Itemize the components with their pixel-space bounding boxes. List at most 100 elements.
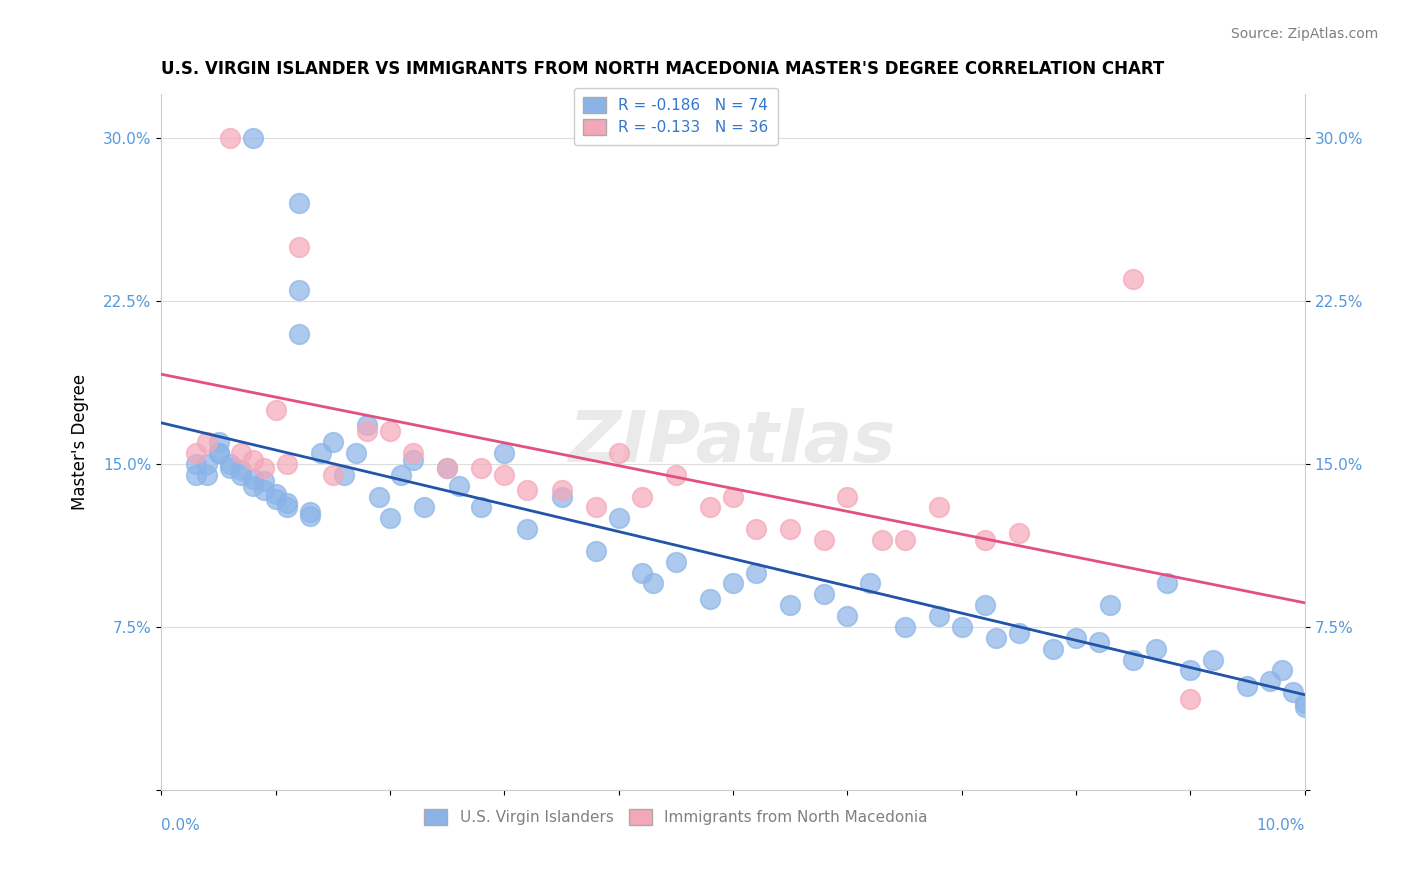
Point	[470, 500, 492, 515]
Point	[973, 533, 995, 547]
Point	[184, 467, 207, 482]
Point	[391, 467, 413, 482]
Point	[344, 446, 367, 460]
Point	[402, 452, 425, 467]
Point	[287, 239, 309, 253]
Point	[813, 587, 835, 601]
Text: 10.0%: 10.0%	[1257, 818, 1305, 833]
Point	[813, 533, 835, 547]
Point	[1156, 576, 1178, 591]
Point	[837, 490, 859, 504]
Point	[699, 591, 721, 606]
Text: Source: ZipAtlas.com: Source: ZipAtlas.com	[1230, 27, 1378, 41]
Point	[1202, 652, 1225, 666]
Point	[494, 467, 516, 482]
Point	[699, 500, 721, 515]
Point	[242, 452, 264, 467]
Point	[1294, 700, 1316, 714]
Point	[1236, 679, 1258, 693]
Point	[207, 446, 229, 460]
Point	[276, 496, 298, 510]
Point	[253, 475, 276, 489]
Point	[367, 490, 389, 504]
Point	[242, 478, 264, 492]
Point	[1088, 635, 1111, 649]
Point	[494, 446, 516, 460]
Point	[231, 446, 253, 460]
Point	[184, 446, 207, 460]
Point	[1282, 685, 1305, 699]
Point	[378, 511, 401, 525]
Point	[1064, 631, 1087, 645]
Text: ZIPatlas: ZIPatlas	[569, 408, 897, 476]
Point	[1180, 691, 1202, 706]
Point	[322, 467, 344, 482]
Point	[550, 490, 572, 504]
Point	[219, 131, 242, 145]
Point	[447, 478, 470, 492]
Point	[1294, 696, 1316, 710]
Point	[436, 461, 458, 475]
Point	[242, 131, 264, 145]
Text: 0.0%: 0.0%	[162, 818, 200, 833]
Point	[1099, 598, 1122, 612]
Point	[950, 620, 973, 634]
Point	[893, 533, 915, 547]
Point	[870, 533, 893, 547]
Point	[333, 467, 356, 482]
Point	[893, 620, 915, 634]
Point	[516, 483, 538, 497]
Point	[242, 472, 264, 486]
Point	[311, 446, 333, 460]
Point	[195, 457, 218, 471]
Point	[219, 457, 242, 471]
Point	[721, 576, 744, 591]
Point	[665, 467, 688, 482]
Point	[219, 461, 242, 475]
Point	[1042, 641, 1064, 656]
Point	[231, 463, 253, 477]
Point	[298, 505, 321, 519]
Point	[641, 576, 664, 591]
Point	[287, 196, 309, 211]
Point	[928, 609, 950, 624]
Point	[264, 491, 287, 506]
Point	[356, 417, 378, 432]
Point	[1260, 674, 1282, 689]
Point	[973, 598, 995, 612]
Point	[984, 631, 1007, 645]
Point	[585, 500, 607, 515]
Point	[253, 483, 276, 497]
Point	[276, 500, 298, 515]
Point	[779, 522, 801, 536]
Point	[207, 435, 229, 450]
Point	[322, 435, 344, 450]
Point	[402, 446, 425, 460]
Point	[928, 500, 950, 515]
Point	[298, 509, 321, 524]
Point	[550, 483, 572, 497]
Point	[264, 402, 287, 417]
Point	[436, 461, 458, 475]
Point	[665, 555, 688, 569]
Point	[195, 435, 218, 450]
Point	[207, 66, 229, 80]
Point	[607, 511, 630, 525]
Point	[276, 457, 298, 471]
Point	[287, 283, 309, 297]
Point	[231, 467, 253, 482]
Point	[195, 467, 218, 482]
Point	[585, 544, 607, 558]
Point	[859, 576, 882, 591]
Point	[1122, 272, 1144, 286]
Point	[356, 425, 378, 439]
Point	[721, 490, 744, 504]
Point	[413, 500, 436, 515]
Point	[1008, 526, 1031, 541]
Point	[1122, 652, 1144, 666]
Point	[264, 487, 287, 501]
Point	[253, 461, 276, 475]
Point	[287, 326, 309, 341]
Point	[779, 598, 801, 612]
Text: U.S. VIRGIN ISLANDER VS IMMIGRANTS FROM NORTH MACEDONIA MASTER'S DEGREE CORRELAT: U.S. VIRGIN ISLANDER VS IMMIGRANTS FROM …	[162, 60, 1164, 78]
